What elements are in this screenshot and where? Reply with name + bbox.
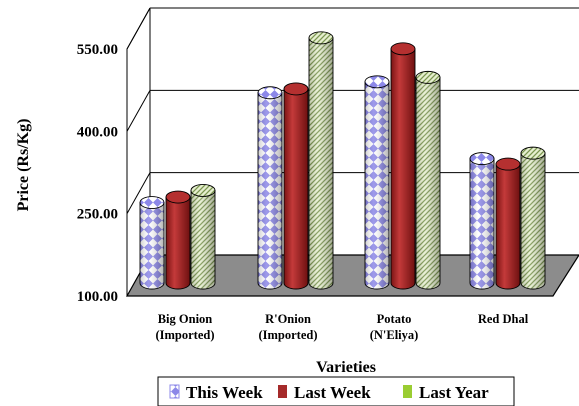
legend-item-last-week: Last Week <box>278 383 371 402</box>
y-tick-labels: 100.00 250.00 400.00 550.00 <box>77 42 118 305</box>
bar-last-week <box>390 42 416 290</box>
legend-swatch <box>403 385 412 398</box>
y-axis-label: Price (Rs/Kg) <box>15 119 32 212</box>
gridline-side <box>126 172 151 214</box>
bar-this-week <box>469 152 495 290</box>
bar-last-year <box>308 31 334 290</box>
bar-this-week <box>364 75 390 290</box>
gridline-side <box>126 90 151 132</box>
legend-box <box>157 376 515 406</box>
y-tick-label: 100.00 <box>77 289 118 305</box>
gridlines <box>126 7 579 296</box>
legend-item-this-week: This Week <box>169 383 263 402</box>
bars <box>139 31 546 290</box>
bar-last-year <box>520 146 546 290</box>
side-top-edge <box>126 7 151 50</box>
x-axis-label: Varieties <box>316 359 376 376</box>
bar-last-week <box>283 82 309 290</box>
y-tick-label: 250.00 <box>77 207 118 223</box>
legend-swatch <box>278 385 287 398</box>
bar-last-week <box>495 157 521 290</box>
y-tick-label: 400.00 <box>77 124 118 140</box>
bar-this-week <box>257 86 283 290</box>
category-label: R'Onion (Imported) <box>258 312 317 342</box>
legend-label: Last Year <box>419 383 489 402</box>
category-label: Big Onion (Imported) <box>155 312 214 342</box>
y-tick-label: 550.00 <box>77 42 118 58</box>
legend-swatch <box>169 384 180 399</box>
legend-label: This Week <box>186 383 263 402</box>
bar-last-year <box>190 183 216 290</box>
bar-last-week <box>165 190 191 290</box>
category-labels: Big Onion (Imported) R'Onion (Imported) Pota… <box>155 312 528 342</box>
legend: This Week Last Week Last Year <box>157 376 515 406</box>
bar-this-week <box>139 196 165 290</box>
bar-last-year <box>415 70 441 290</box>
legend-label: Last Week <box>294 383 371 402</box>
category-label: Potato (N'Eliya) <box>370 312 419 342</box>
legend-item-last-year: Last Year <box>403 383 489 402</box>
category-label: Red Dhal <box>478 312 529 326</box>
